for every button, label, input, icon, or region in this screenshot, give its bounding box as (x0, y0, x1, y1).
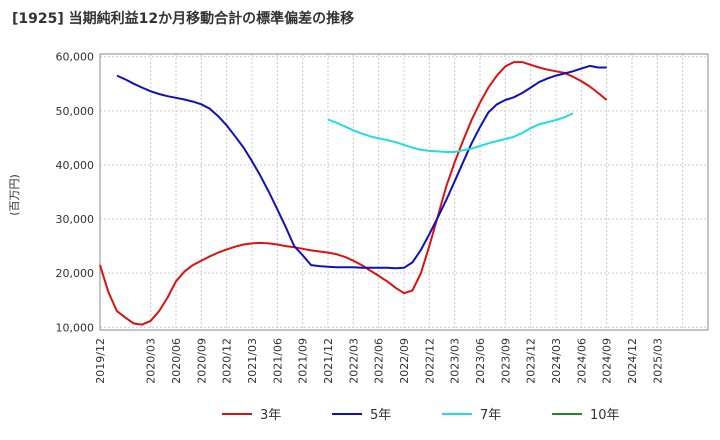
x-tick-label: 2024/09 (601, 338, 614, 384)
x-tick-label: 2022/12 (423, 338, 436, 384)
x-tick-label: 2020/12 (221, 338, 234, 384)
y-tick-label: 10,000 (56, 321, 95, 334)
x-tick-label: 2022/09 (398, 338, 411, 384)
x-tick-label: 2021/09 (297, 338, 310, 384)
x-tick-label: 2020/06 (170, 338, 183, 384)
x-tick-label: 2023/06 (474, 338, 487, 384)
series-line (99, 61, 608, 326)
x-tick-label: 2021/12 (322, 338, 335, 384)
x-tick-label: 2019/12 (94, 338, 107, 384)
series-line (116, 64, 607, 270)
grid-lines (99, 54, 709, 330)
x-tick-label: 2020/09 (195, 338, 208, 384)
chart-title: [1925] 当期純利益12か月移動合計の標準偏差の推移 (12, 11, 355, 27)
legend-label: 3年 (260, 408, 281, 423)
y-tick-label: 50,000 (56, 105, 95, 118)
x-tick-label: 2021/06 (271, 338, 284, 384)
y-tick-label: 20,000 (56, 267, 95, 280)
legend-label: 5年 (370, 408, 391, 423)
legend-label: 7年 (480, 408, 501, 423)
x-tick-label: 2024/12 (626, 338, 639, 384)
x-tick-label: 2022/03 (347, 338, 360, 384)
y-axis: 10,000 20,000 30,000 40,000 50,000 60,000 (56, 51, 95, 335)
legend-label: 10年 (590, 408, 620, 423)
x-tick-label: 2022/06 (373, 338, 386, 384)
series-line (327, 112, 574, 153)
plot-frame (99, 53, 709, 331)
x-tick-label: 2023/03 (449, 338, 462, 384)
x-tick-label: 2024/06 (575, 338, 588, 384)
x-tick-label: 2020/03 (145, 338, 158, 384)
x-tick-label: 2023/09 (499, 338, 512, 384)
x-tick-label: 2021/03 (246, 338, 259, 384)
y-tick-label: 40,000 (56, 159, 95, 172)
y-axis-label: (百万円) (8, 174, 21, 216)
x-axis: 2019/12 2020/03 2020/06 2020/09 2020/12 2021/… (94, 338, 664, 384)
y-tick-label: 60,000 (56, 51, 95, 64)
legend: 3年 5年 7年 10年 (222, 408, 620, 423)
x-tick-label: 2025/03 (651, 338, 664, 384)
series-lines (99, 61, 608, 326)
y-tick-label: 30,000 (56, 213, 95, 226)
x-tick-label: 2023/12 (525, 338, 538, 384)
x-tick-label: 2024/03 (550, 338, 563, 384)
